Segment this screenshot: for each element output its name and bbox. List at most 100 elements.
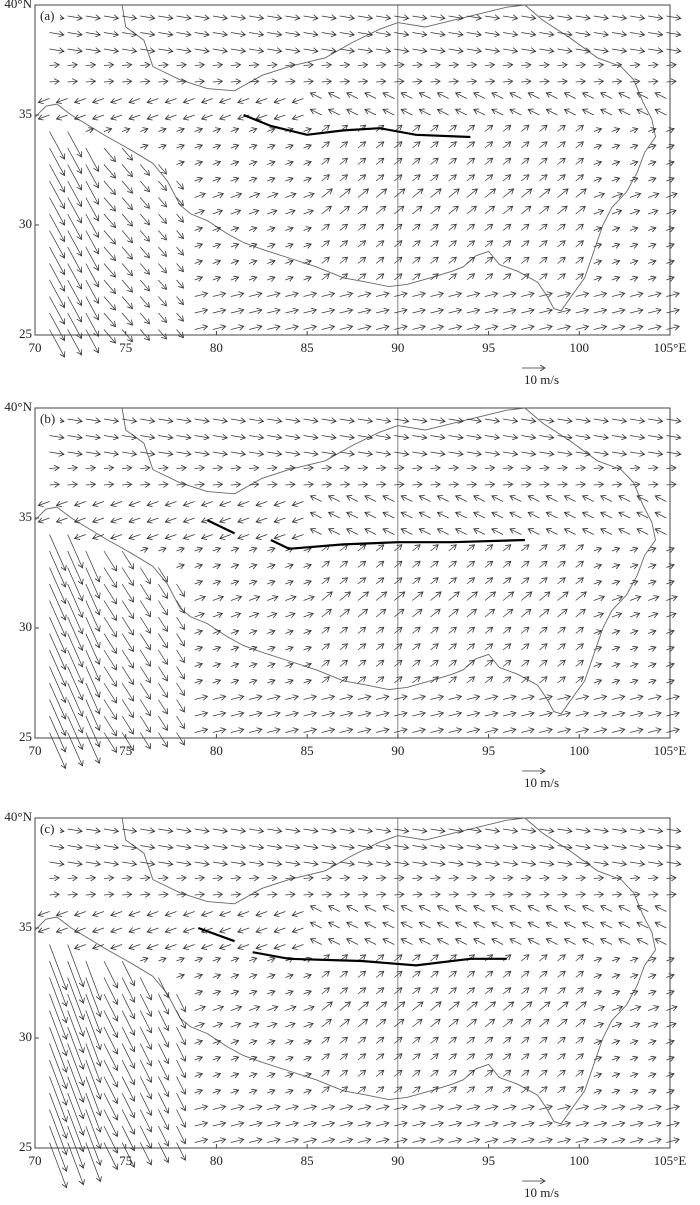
wind-vector xyxy=(49,862,64,864)
wind-vector xyxy=(49,1092,67,1138)
wind-vector xyxy=(375,158,384,165)
wind-vector xyxy=(339,452,354,454)
wind-vector xyxy=(230,664,239,667)
wind-vector xyxy=(666,846,680,848)
wind-vector xyxy=(85,263,99,287)
wind-vector xyxy=(593,452,608,454)
wind-vector xyxy=(484,644,493,651)
wind-vector xyxy=(122,484,132,485)
wind-vector xyxy=(492,496,504,502)
wind-vector xyxy=(303,49,318,51)
wind-vector xyxy=(528,906,540,912)
wind-vector xyxy=(539,1019,549,1028)
wind-vector xyxy=(321,627,330,634)
wind-vector xyxy=(339,894,350,895)
wind-vector xyxy=(666,326,679,329)
wind-vector xyxy=(212,293,226,296)
wind-vector xyxy=(67,846,82,848)
wind-vector xyxy=(339,1054,348,1061)
wind-vector xyxy=(466,1054,475,1061)
wind-vector xyxy=(466,878,477,879)
wind-vector xyxy=(521,862,535,864)
wind-vector xyxy=(183,99,195,103)
wind-vector xyxy=(194,696,208,699)
wind-vector xyxy=(503,310,516,313)
wind-vector xyxy=(575,241,584,248)
wind-vector xyxy=(230,846,245,848)
wind-vector xyxy=(139,732,150,749)
wind-vector xyxy=(575,729,589,732)
wind-vector xyxy=(648,194,659,198)
wind-vector xyxy=(267,581,275,584)
wind-vector xyxy=(394,846,408,848)
wind-vector xyxy=(365,109,377,116)
wind-vector xyxy=(248,194,260,198)
wind-vector xyxy=(521,1087,529,1094)
wind-vector xyxy=(539,862,553,864)
wind-vector xyxy=(248,228,257,231)
wind-vector xyxy=(285,1106,298,1109)
wind-vector xyxy=(539,677,547,684)
wind-vector xyxy=(630,484,640,485)
wind-vector xyxy=(194,178,203,181)
wind-vector xyxy=(85,1059,101,1099)
wind-vector xyxy=(412,578,420,585)
wind-vector xyxy=(212,565,221,568)
wind-vector xyxy=(49,1010,67,1056)
x-tick-label: 70 xyxy=(29,1153,42,1168)
wind-vector xyxy=(510,109,522,116)
wind-vector xyxy=(357,696,371,699)
wind-vector xyxy=(619,529,631,535)
wind-vector xyxy=(285,647,293,650)
wind-vector xyxy=(85,862,100,864)
wind-vector xyxy=(466,660,475,667)
wind-vector xyxy=(575,310,589,313)
wind-vector xyxy=(619,906,631,912)
wind-vector xyxy=(539,224,547,231)
wind-vector xyxy=(648,680,656,683)
wind-vector xyxy=(466,436,481,438)
wind-vector xyxy=(412,988,420,995)
wind-vector xyxy=(321,175,330,182)
wind-vector xyxy=(466,142,475,149)
wind-vector xyxy=(310,529,322,535)
wind-vector xyxy=(292,502,304,506)
wind-vector xyxy=(539,125,547,132)
wind-vector xyxy=(267,484,277,485)
wind-vector xyxy=(611,261,620,264)
wind-vector xyxy=(375,578,384,585)
wind-vector xyxy=(121,600,133,619)
wind-vector xyxy=(521,81,531,82)
wind-vector xyxy=(267,244,275,247)
wind-vector xyxy=(67,1092,84,1135)
wind-vector xyxy=(502,1019,513,1028)
y-tick-label: 30 xyxy=(19,216,32,231)
wind-vector xyxy=(575,436,590,438)
wind-vector xyxy=(557,65,568,66)
wind-vector xyxy=(303,581,312,584)
shear-line xyxy=(206,519,236,535)
wind-vector xyxy=(593,145,602,148)
wind-vector xyxy=(212,829,227,831)
wind-vector xyxy=(412,189,423,198)
wind-vector xyxy=(611,696,625,699)
wind-vector xyxy=(158,145,166,148)
wind-vector xyxy=(357,484,368,485)
wind-vector xyxy=(655,93,667,99)
wind-vector xyxy=(648,1090,656,1093)
wind-vector xyxy=(521,326,534,329)
wind-vector xyxy=(321,578,330,585)
wind-vector xyxy=(484,862,499,864)
wind-vector xyxy=(158,846,172,848)
wind-vector xyxy=(484,578,493,585)
wind-vector xyxy=(212,194,224,198)
wind-vector xyxy=(575,677,584,684)
wind-vector xyxy=(339,468,350,469)
wind-vector xyxy=(611,293,625,296)
wind-vector xyxy=(593,1106,607,1109)
wind-vector xyxy=(484,241,493,248)
wind-vector xyxy=(430,677,439,684)
wind-vector xyxy=(67,567,83,601)
wind-vector xyxy=(85,1142,101,1182)
wind-vector xyxy=(176,616,185,630)
